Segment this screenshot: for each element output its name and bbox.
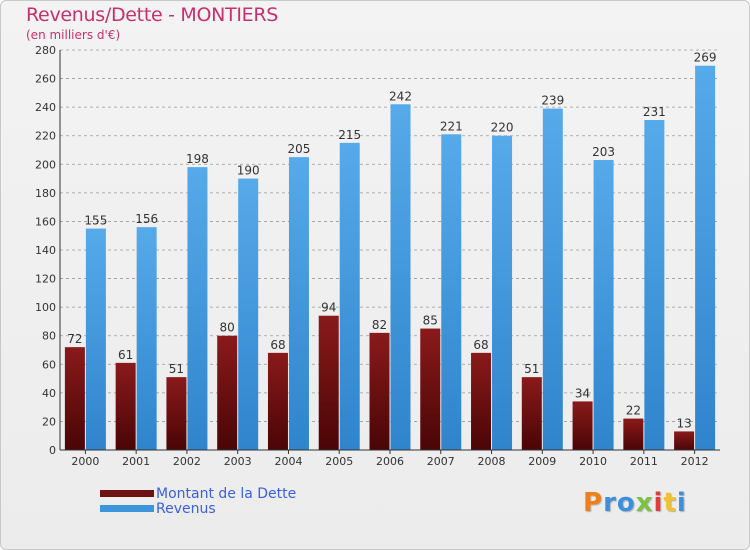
data-label-dette-2000: 72 <box>67 332 82 346</box>
y-tick-label: 120 <box>35 273 56 286</box>
logo-letter: i <box>653 488 664 518</box>
data-label-revenus-2001: 156 <box>135 212 158 226</box>
bar-revenus-2009 <box>542 108 563 451</box>
y-tick-label: 140 <box>35 244 56 257</box>
bar-revenus-2006 <box>390 104 411 451</box>
y-tick-label: 20 <box>42 415 56 428</box>
data-label-dette-2010: 34 <box>575 386 590 400</box>
x-tick-label: 2010 <box>579 455 607 468</box>
data-label-revenus-2007: 221 <box>440 119 463 133</box>
data-label-dette-2004: 68 <box>270 338 285 352</box>
bar-revenus-2011 <box>644 120 665 450</box>
bar-revenus-2012 <box>695 65 716 450</box>
data-label-revenus-2012: 269 <box>694 51 717 65</box>
bar-dette-2010 <box>572 401 593 450</box>
data-label-revenus-2010: 203 <box>592 145 615 159</box>
data-label-dette-2006: 82 <box>372 318 387 332</box>
x-tick-label: 2004 <box>274 455 302 468</box>
data-label-revenus-2003: 190 <box>237 164 260 178</box>
y-tick-label: 0 <box>49 444 56 457</box>
bar-dette-2011 <box>623 418 644 450</box>
x-tick-label: 2012 <box>681 455 709 468</box>
bar-dette-2006 <box>369 332 390 450</box>
y-tick-label: 40 <box>42 387 56 400</box>
logo-letter: o <box>616 488 636 518</box>
legend-swatch-dette <box>100 490 154 497</box>
data-label-dette-2012: 13 <box>676 416 691 430</box>
y-tick-label: 160 <box>35 215 56 228</box>
y-tick-label: 200 <box>35 158 56 171</box>
legend: Montant de la Dette Revenus <box>100 485 297 517</box>
x-tick-label: 2005 <box>325 455 353 468</box>
bar-revenus-2005 <box>339 142 360 450</box>
data-label-revenus-2011: 231 <box>643 105 666 119</box>
y-tick-label: 260 <box>35 73 56 86</box>
data-label-dette-2003: 80 <box>220 321 235 335</box>
bar-revenus-2000 <box>85 228 106 450</box>
bar-revenus-2002 <box>187 167 208 450</box>
bar-dette-2002 <box>166 377 187 450</box>
x-tick-label: 2008 <box>478 455 506 468</box>
y-tick-label: 60 <box>42 358 56 371</box>
bar-revenus-2001 <box>136 227 157 450</box>
x-tick-label: 2001 <box>122 455 150 468</box>
logo-letter: x <box>635 488 654 518</box>
legend-label-dette: Montant de la Dette <box>156 485 297 502</box>
bar-dette-2012 <box>674 431 695 450</box>
bar-revenus-2010 <box>593 160 614 450</box>
data-label-revenus-2002: 198 <box>186 152 209 166</box>
data-label-dette-2011: 22 <box>626 404 641 418</box>
y-tick-label: 240 <box>35 101 56 114</box>
bar-dette-2001 <box>115 362 136 450</box>
x-tick-label: 2011 <box>630 455 658 468</box>
bar-revenus-2007 <box>441 134 462 451</box>
y-tick-label: 180 <box>35 187 56 200</box>
logo-letter: r <box>603 488 617 518</box>
data-label-dette-2005: 94 <box>321 301 336 315</box>
bar-dette-2003 <box>217 335 238 450</box>
bar-dette-2000 <box>64 347 85 450</box>
bar-revenus-2003 <box>238 178 259 451</box>
data-label-dette-2008: 68 <box>473 338 488 352</box>
x-tick-label: 2002 <box>173 455 201 468</box>
logo-letter: t <box>663 488 677 518</box>
y-tick-label: 80 <box>42 330 56 343</box>
logo-letter: P <box>583 488 604 518</box>
legend-item-dette: Montant de la Dette <box>100 485 297 502</box>
data-label-revenus-2000: 155 <box>84 214 107 228</box>
data-label-revenus-2004: 205 <box>288 142 311 156</box>
x-tick-label: 2006 <box>376 455 404 468</box>
bar-dette-2004 <box>267 352 288 450</box>
data-label-revenus-2009: 239 <box>541 94 564 108</box>
x-tick-label: 2003 <box>224 455 252 468</box>
data-label-dette-2007: 85 <box>423 314 438 328</box>
x-tick-label: 2009 <box>528 455 556 468</box>
bar-revenus-2004 <box>288 157 309 450</box>
bar-dette-2005 <box>318 315 339 450</box>
logo-letter: i <box>676 488 687 518</box>
bar-revenus-2008 <box>492 135 513 450</box>
legend-item-revenus: Revenus <box>100 500 296 517</box>
data-label-dette-2009: 51 <box>524 362 539 376</box>
data-label-revenus-2006: 242 <box>389 89 412 103</box>
proxiti-logo: Proxiti <box>583 488 687 518</box>
y-tick-label: 280 <box>35 44 56 57</box>
chart-title: Revenus/Dette - MONTIERS <box>26 4 279 26</box>
data-label-dette-2002: 51 <box>169 362 184 376</box>
data-label-revenus-2005: 215 <box>338 128 361 142</box>
y-tick-label: 100 <box>35 301 56 314</box>
chart-subtitle: (en milliers d'€) <box>26 28 121 42</box>
data-label-dette-2001: 61 <box>118 348 133 362</box>
bar-dette-2007 <box>420 328 441 450</box>
bar-dette-2009 <box>521 377 542 450</box>
x-tick-label: 2000 <box>71 455 99 468</box>
x-tick-label: 2007 <box>427 455 455 468</box>
y-tick-label: 220 <box>35 130 56 143</box>
legend-swatch-revenus <box>100 505 154 512</box>
bar-dette-2008 <box>471 352 492 450</box>
legend-label-revenus: Revenus <box>156 500 216 517</box>
data-label-revenus-2008: 220 <box>491 121 514 135</box>
